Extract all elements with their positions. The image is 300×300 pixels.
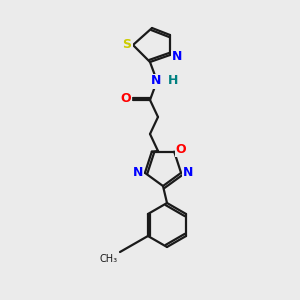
Text: N: N <box>172 50 182 64</box>
Text: O: O <box>176 143 187 156</box>
Text: CH₃: CH₃ <box>100 254 118 264</box>
Text: N: N <box>133 167 143 179</box>
Text: N: N <box>183 167 193 179</box>
Text: N: N <box>151 74 161 88</box>
Text: S: S <box>122 38 131 52</box>
Text: H: H <box>168 74 178 88</box>
Text: O: O <box>121 92 131 106</box>
